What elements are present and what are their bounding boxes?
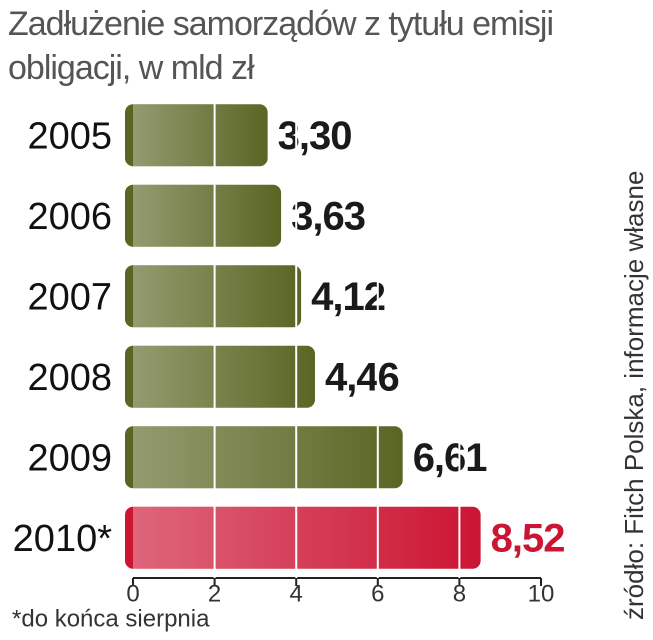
value-label: 4,12 [311,275,385,319]
bar-shade [133,104,268,167]
chart-title: Zadłużenie samorządów z tytułu emisji ob… [8,5,554,87]
bar-shade [133,506,481,569]
x-tick-label: 0 [126,580,139,607]
category-label: 2008 [27,357,112,399]
x-tick-label: 2 [208,580,221,607]
bar-shade [133,265,302,328]
x-tick-label: 8 [453,580,466,607]
category-label: 2007 [27,276,112,318]
bar-shade [133,345,315,408]
x-tick-label: 4 [290,580,303,607]
value-label: 3,63 [291,194,365,238]
value-label: 3,30 [278,114,352,158]
x-tick-label: 10 [528,580,555,607]
category-label: 2006 [27,196,112,238]
footnote: *do końca sierpnia [12,605,210,632]
category-label: 2005 [27,115,112,157]
category-label: 2010* [13,518,113,560]
bar-shade [133,184,282,247]
bar-shade [133,426,403,489]
source: źródło: Fitch Polska, informacje własne [619,171,649,620]
x-tick-label: 6 [371,580,384,607]
value-label: 4,46 [325,355,399,399]
value-label: 6,61 [413,436,488,480]
category-label: 2009 [27,437,112,479]
value-label: 8,52 [491,516,565,560]
